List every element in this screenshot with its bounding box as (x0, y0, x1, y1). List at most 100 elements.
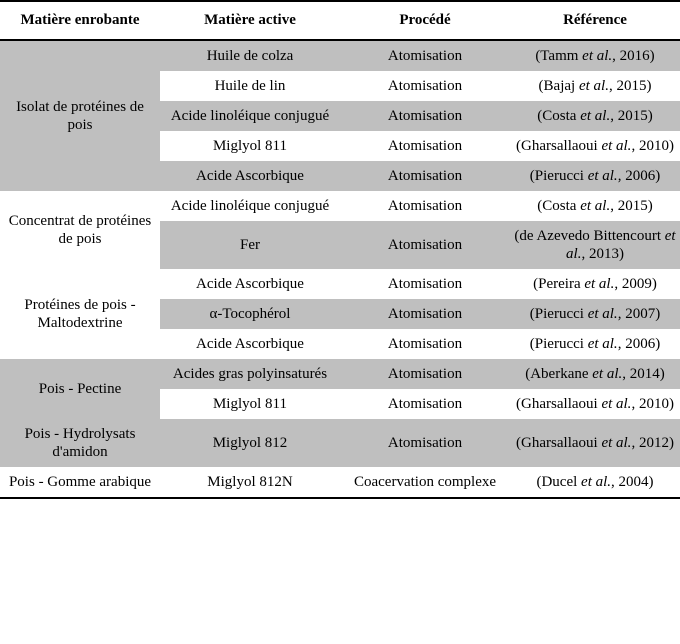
cell-active: Acide Ascorbique (160, 161, 340, 191)
ref-pre: (Bajaj (539, 78, 579, 94)
table-row: Pois - Hydrolysats d'amidonMiglyol 812At… (0, 419, 680, 467)
ref-post: , 2015) (610, 198, 653, 214)
ref-pre: (Ducel (536, 474, 581, 490)
encapsulation-table: Matière enrobante Matière active Procédé… (0, 0, 680, 499)
col-header-procede: Procédé (340, 1, 510, 40)
cell-reference: (Pierucci et al., 2006) (510, 329, 680, 359)
group-label: Isolat de protéines de pois (0, 40, 160, 191)
cell-active: Miglyol 812N (160, 467, 340, 498)
ref-post: , 2007) (618, 306, 661, 322)
cell-procede: Atomisation (340, 299, 510, 329)
cell-reference: (Gharsallaoui et al., 2010) (510, 389, 680, 419)
ref-italic: et al. (588, 306, 618, 322)
ref-pre: (Pereira (533, 276, 584, 292)
ref-post: , 2009) (614, 276, 657, 292)
cell-procede: Atomisation (340, 71, 510, 101)
table-row: Pois - Gomme arabiqueMiglyol 812NCoacerv… (0, 467, 680, 498)
ref-italic: et al. (601, 435, 631, 451)
cell-procede: Atomisation (340, 419, 510, 467)
ref-pre: (Gharsallaoui (516, 396, 601, 412)
cell-reference: (Pierucci et al., 2006) (510, 161, 680, 191)
ref-pre: (de Azevedo Bittencourt (514, 228, 664, 244)
cell-active: Huile de colza (160, 40, 340, 71)
ref-italic: et al. (579, 78, 609, 94)
cell-active: Fer (160, 221, 340, 269)
ref-italic: et al. (592, 366, 622, 382)
cell-reference: (Pierucci et al., 2007) (510, 299, 680, 329)
cell-procede: Atomisation (340, 389, 510, 419)
group-label: Protéines de pois - Maltodextrine (0, 269, 160, 359)
ref-pre: (Pierucci (530, 306, 588, 322)
ref-pre: (Costa (537, 108, 580, 124)
ref-post: , 2010) (631, 138, 674, 154)
cell-reference: (de Azevedo Bittencourt et al., 2013) (510, 221, 680, 269)
cell-active: Acide Ascorbique (160, 329, 340, 359)
cell-reference: (Ducel et al., 2004) (510, 467, 680, 498)
cell-active: Acide linoléique conjugué (160, 191, 340, 221)
table-row: Protéines de pois - MaltodextrineAcide A… (0, 269, 680, 299)
ref-post: , 2006) (618, 336, 661, 352)
ref-post: , 2010) (631, 396, 674, 412)
col-header-enrobante: Matière enrobante (0, 1, 160, 40)
table-body: Isolat de protéines de poisHuile de colz… (0, 40, 680, 498)
cell-reference: (Tamm et al., 2016) (510, 40, 680, 71)
ref-italic: et al. (601, 138, 631, 154)
cell-active: Miglyol 812 (160, 419, 340, 467)
cell-procede: Atomisation (340, 101, 510, 131)
cell-procede: Atomisation (340, 191, 510, 221)
table-row: Isolat de protéines de poisHuile de colz… (0, 40, 680, 71)
ref-post: , 2012) (631, 435, 674, 451)
ref-italic: et al. (580, 108, 610, 124)
ref-post: , 2014) (622, 366, 665, 382)
ref-post: , 2006) (618, 168, 661, 184)
table-header-row: Matière enrobante Matière active Procédé… (0, 1, 680, 40)
ref-post: , 2015) (610, 108, 653, 124)
cell-active: Miglyol 811 (160, 389, 340, 419)
ref-post: , 2004) (611, 474, 654, 490)
group-label: Concentrat de protéines de pois (0, 191, 160, 269)
group-label: Pois - Hydrolysats d'amidon (0, 419, 160, 467)
ref-pre: (Tamm (535, 48, 582, 64)
ref-italic: et al. (582, 48, 612, 64)
cell-reference: (Aberkane et al., 2014) (510, 359, 680, 389)
cell-procede: Atomisation (340, 359, 510, 389)
ref-pre: (Aberkane (525, 366, 592, 382)
col-header-active: Matière active (160, 1, 340, 40)
cell-procede: Atomisation (340, 161, 510, 191)
cell-active: α-Tocophérol (160, 299, 340, 329)
ref-italic: et al. (588, 336, 618, 352)
cell-reference: (Costa et al., 2015) (510, 191, 680, 221)
cell-procede: Atomisation (340, 269, 510, 299)
cell-procede: Atomisation (340, 329, 510, 359)
ref-post: , 2015) (609, 78, 652, 94)
cell-procede: Coacervation complexe (340, 467, 510, 498)
cell-reference: (Pereira et al., 2009) (510, 269, 680, 299)
cell-reference: (Costa et al., 2015) (510, 101, 680, 131)
ref-pre: (Costa (537, 198, 580, 214)
ref-italic: et al. (584, 276, 614, 292)
cell-procede: Atomisation (340, 131, 510, 161)
cell-procede: Atomisation (340, 40, 510, 71)
ref-pre: (Gharsallaoui (516, 435, 601, 451)
ref-italic: et al. (601, 396, 631, 412)
group-label: Pois - Pectine (0, 359, 160, 419)
ref-italic: et al. (580, 198, 610, 214)
ref-pre: (Pierucci (530, 168, 588, 184)
cell-reference: (Gharsallaoui et al., 2010) (510, 131, 680, 161)
ref-post: , 2016) (612, 48, 655, 64)
ref-italic: et al. (588, 168, 618, 184)
cell-active: Acide linoléique conjugué (160, 101, 340, 131)
ref-italic: et al. (581, 474, 611, 490)
cell-active: Miglyol 811 (160, 131, 340, 161)
cell-active: Acides gras polyinsaturés (160, 359, 340, 389)
ref-pre: (Pierucci (530, 336, 588, 352)
group-label: Pois - Gomme arabique (0, 467, 160, 498)
table-row: Concentrat de protéines de poisAcide lin… (0, 191, 680, 221)
cell-procede: Atomisation (340, 221, 510, 269)
ref-post: , 2013) (581, 246, 624, 262)
table-row: Pois - PectineAcides gras polyinsaturésA… (0, 359, 680, 389)
cell-reference: (Gharsallaoui et al., 2012) (510, 419, 680, 467)
cell-active: Huile de lin (160, 71, 340, 101)
cell-active: Acide Ascorbique (160, 269, 340, 299)
col-header-reference: Référence (510, 1, 680, 40)
